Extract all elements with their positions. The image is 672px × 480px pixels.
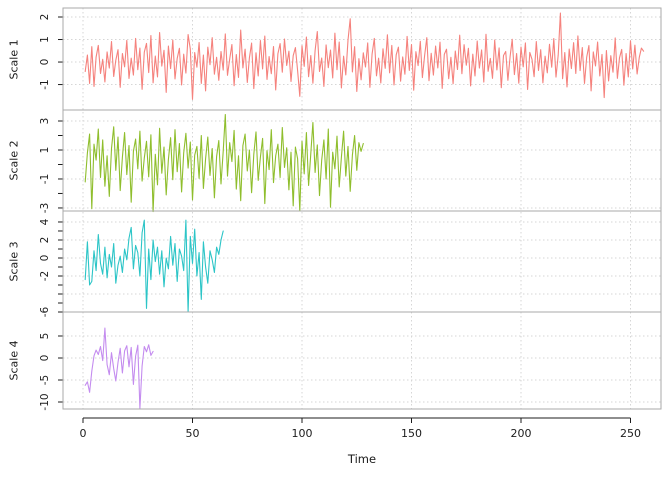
y-tick-label: -10 — [39, 393, 51, 410]
y-tick-label: 2 — [39, 14, 51, 21]
y-axis-title-scale-1: Scale 1 — [7, 39, 21, 80]
y-tick-label: 0 — [39, 355, 51, 362]
y-tick-label: -1 — [39, 79, 51, 89]
y-axis-title-scale-3: Scale 3 — [7, 241, 21, 282]
y-tick-label: 1 — [39, 147, 51, 154]
series-line-1 — [84, 12, 645, 100]
y-tick-label: 1 — [39, 36, 51, 43]
y-tick-label: -2 — [39, 271, 51, 281]
series-line-4 — [84, 327, 154, 410]
x-tick-label: 0 — [80, 427, 87, 440]
y-tick-label: 0 — [39, 255, 51, 262]
y-tick-label: -6 — [39, 306, 51, 317]
y-tick-label: 3 — [39, 118, 51, 125]
plot-box — [62, 7, 662, 410]
y-tick-label: 0 — [39, 59, 51, 66]
y-tick-label: -1 — [39, 174, 51, 184]
x-tick-label: 200 — [511, 427, 532, 440]
y-tick-label: 2 — [39, 237, 51, 244]
y-tick-label: -5 — [39, 375, 51, 385]
x-tick-label: 100 — [292, 427, 313, 440]
y-axis-title-scale-4: Scale 4 — [7, 340, 21, 381]
x-tick-label: 250 — [620, 427, 641, 440]
y-tick-label: 4 — [39, 218, 51, 225]
series-line-3 — [84, 219, 224, 313]
y-tick-label: -3 — [39, 203, 51, 213]
y-tick-label: 5 — [39, 333, 51, 340]
x-tick-label: 50 — [186, 427, 200, 440]
series-line-2 — [84, 113, 364, 213]
y-axis-title-scale-2: Scale 2 — [7, 140, 21, 181]
x-tick-label: 150 — [401, 427, 422, 440]
x-axis-title: Time — [347, 452, 377, 466]
